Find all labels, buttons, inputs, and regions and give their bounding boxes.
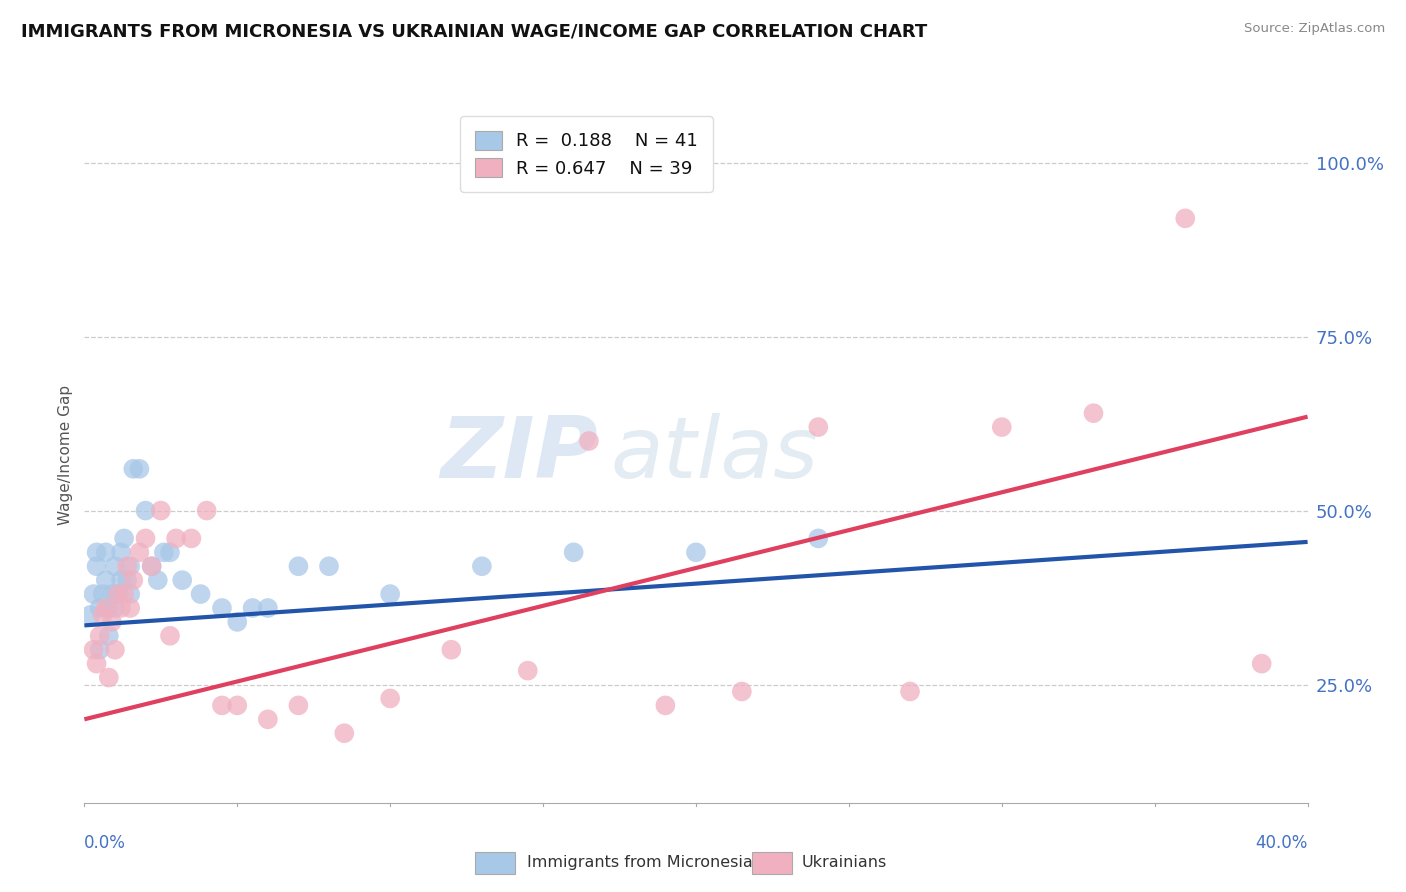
Point [991, 420, 1014, 434]
Point [516, 664, 538, 678]
Point [654, 698, 676, 713]
Point [380, 691, 402, 706]
Point [807, 532, 830, 546]
Point [110, 601, 132, 615]
Point [211, 698, 233, 713]
Point [122, 573, 145, 587]
Text: atlas: atlas [610, 413, 818, 497]
Point [165, 532, 187, 546]
Point [578, 434, 600, 448]
Point [257, 712, 280, 726]
Point [115, 573, 138, 587]
Point [89, 642, 111, 657]
Point [159, 629, 181, 643]
Point [112, 587, 135, 601]
Text: IMMIGRANTS FROM MICRONESIA VS UKRAINIAN WAGE/INCOME GAP CORRELATION CHART: IMMIGRANTS FROM MICRONESIA VS UKRAINIAN … [21, 22, 928, 40]
Point [107, 587, 129, 601]
Y-axis label: Wage/Income Gap: Wage/Income Gap [58, 384, 73, 525]
Text: 0.0%: 0.0% [84, 834, 127, 852]
Point [86, 545, 108, 559]
Point [79, 607, 101, 622]
Point [104, 559, 127, 574]
Point [97, 671, 120, 685]
Point [83, 587, 105, 601]
Point [333, 726, 356, 740]
Point [807, 420, 830, 434]
Point [110, 545, 132, 559]
Point [380, 587, 402, 601]
Point [287, 559, 309, 574]
Point [101, 587, 124, 601]
Point [122, 462, 145, 476]
Point [318, 559, 340, 574]
Point [190, 587, 212, 601]
Point [257, 601, 280, 615]
Point [149, 503, 172, 517]
Text: ZIP: ZIP [440, 413, 598, 497]
Point [287, 698, 309, 713]
Point [731, 684, 754, 698]
Point [104, 601, 127, 615]
Text: Source: ZipAtlas.com: Source: ZipAtlas.com [1244, 22, 1385, 36]
Text: Ukrainians: Ukrainians [801, 855, 887, 870]
Point [120, 601, 142, 615]
Point [86, 559, 108, 574]
Point [110, 573, 132, 587]
Point [91, 607, 114, 622]
Text: 40.0%: 40.0% [1256, 834, 1308, 852]
Point [180, 532, 202, 546]
Point [172, 573, 194, 587]
Point [128, 545, 150, 559]
Point [226, 698, 249, 713]
Point [146, 573, 169, 587]
Point [94, 573, 117, 587]
Point [107, 587, 129, 601]
Point [89, 629, 111, 643]
Legend: R =  0.188    N = 41, R = 0.647    N = 39: R = 0.188 N = 41, R = 0.647 N = 39 [460, 116, 713, 192]
Point [120, 559, 142, 574]
Point [112, 532, 135, 546]
Point [115, 559, 138, 574]
Point [135, 503, 157, 517]
Point [141, 559, 163, 574]
Point [242, 601, 264, 615]
Point [226, 615, 249, 629]
Point [1250, 657, 1272, 671]
Point [440, 642, 463, 657]
Point [898, 684, 921, 698]
Point [97, 629, 120, 643]
Point [83, 642, 105, 657]
Point [120, 587, 142, 601]
Point [128, 462, 150, 476]
Point [97, 601, 120, 615]
Point [89, 601, 111, 615]
Point [94, 545, 117, 559]
Point [94, 601, 117, 615]
Text: Immigrants from Micronesia: Immigrants from Micronesia [527, 855, 754, 870]
Point [1083, 406, 1105, 420]
Point [86, 657, 108, 671]
Point [562, 545, 585, 559]
Point [471, 559, 494, 574]
Point [135, 532, 157, 546]
Point [211, 601, 233, 615]
Point [101, 615, 124, 629]
Point [153, 545, 176, 559]
Point [104, 642, 127, 657]
Point [159, 545, 181, 559]
Point [195, 503, 218, 517]
Point [141, 559, 163, 574]
Point [1174, 211, 1197, 226]
Point [91, 587, 114, 601]
Point [685, 545, 707, 559]
